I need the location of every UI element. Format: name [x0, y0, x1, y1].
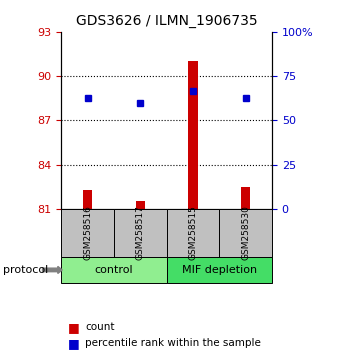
Text: percentile rank within the sample: percentile rank within the sample	[85, 338, 261, 348]
Text: GSM258517: GSM258517	[136, 205, 145, 260]
Bar	[188, 61, 198, 209]
Text: GSM258530: GSM258530	[241, 205, 250, 260]
Text: GSM258516: GSM258516	[83, 205, 92, 260]
Text: ■: ■	[68, 337, 80, 350]
Text: ■: ■	[68, 321, 80, 334]
Text: control: control	[95, 265, 133, 275]
Text: MIF depletion: MIF depletion	[182, 265, 257, 275]
Text: GSM258515: GSM258515	[188, 205, 198, 260]
Bar	[136, 201, 145, 209]
Bar	[241, 187, 250, 209]
Title: GDS3626 / ILMN_1906735: GDS3626 / ILMN_1906735	[76, 14, 257, 28]
Bar	[83, 190, 92, 209]
Text: count: count	[85, 322, 115, 332]
Text: protocol: protocol	[3, 265, 49, 275]
